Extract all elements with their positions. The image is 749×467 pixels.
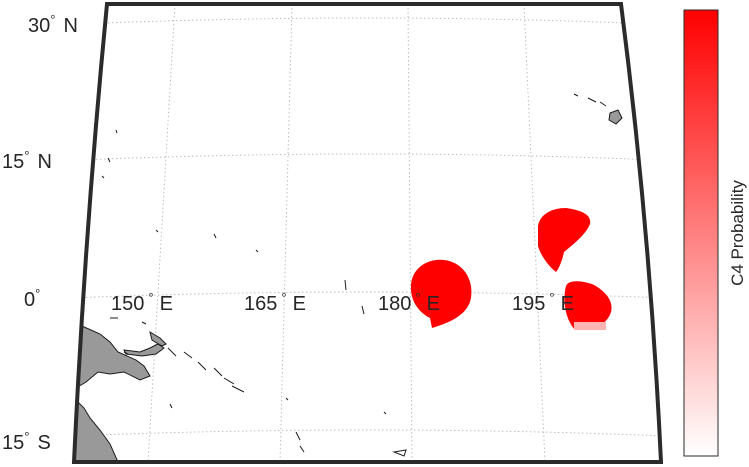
islands <box>101 93 607 457</box>
latitude-labels: 30° N 15° N 0° 15° S <box>2 12 78 454</box>
probability-region-northeast <box>538 208 591 272</box>
probability-regions <box>410 208 612 330</box>
probability-region-southeast <box>564 281 612 330</box>
lon-label-150e: 150 ° E <box>111 290 173 315</box>
lon-label-165e: 165 ° E <box>244 290 306 315</box>
lon-label-195e: 195 ° E <box>512 290 574 315</box>
new-britain-land <box>123 343 165 357</box>
parallel-15s <box>74 429 661 437</box>
bougainville <box>167 347 177 357</box>
colorbar-gradient <box>683 9 719 457</box>
admiralty-islands <box>110 317 147 355</box>
map-frame <box>71 1 664 464</box>
parallel-30n <box>79 17 651 25</box>
map-area <box>74 4 661 462</box>
solomon-islands <box>183 351 245 393</box>
lat-label-30n: 30° N <box>28 12 78 37</box>
micronesia-islands <box>101 129 259 253</box>
meridian-180e <box>407 4 413 462</box>
meridian-195e <box>523 4 546 462</box>
hawaii-big-island-land <box>608 109 623 125</box>
lat-label-0: 0° <box>24 286 40 311</box>
meridian-150e <box>147 4 176 462</box>
probability-region-equatorial-dateline <box>410 259 472 328</box>
hawaii-chain <box>573 93 607 107</box>
nauru-kiribati <box>169 397 387 415</box>
lat-label-15n: 15° N <box>2 148 52 173</box>
new-ireland-land <box>149 330 167 347</box>
colorbar-label: C4 Probability <box>728 180 747 286</box>
fiji <box>392 449 407 457</box>
meridian-165e <box>279 4 293 462</box>
lon-label-180e: 180 ° E <box>378 290 440 315</box>
parallel-15n <box>79 153 656 161</box>
longitude-labels: 150 ° E 165 ° E 180 ° E 195 ° E <box>111 290 574 315</box>
colorbar: C4 Probability <box>683 9 747 457</box>
probability-region-southeast-fade <box>574 322 606 330</box>
marshall-islands <box>344 279 365 315</box>
vanuatu <box>295 431 305 453</box>
lat-label-15s: 15° S <box>2 429 51 454</box>
